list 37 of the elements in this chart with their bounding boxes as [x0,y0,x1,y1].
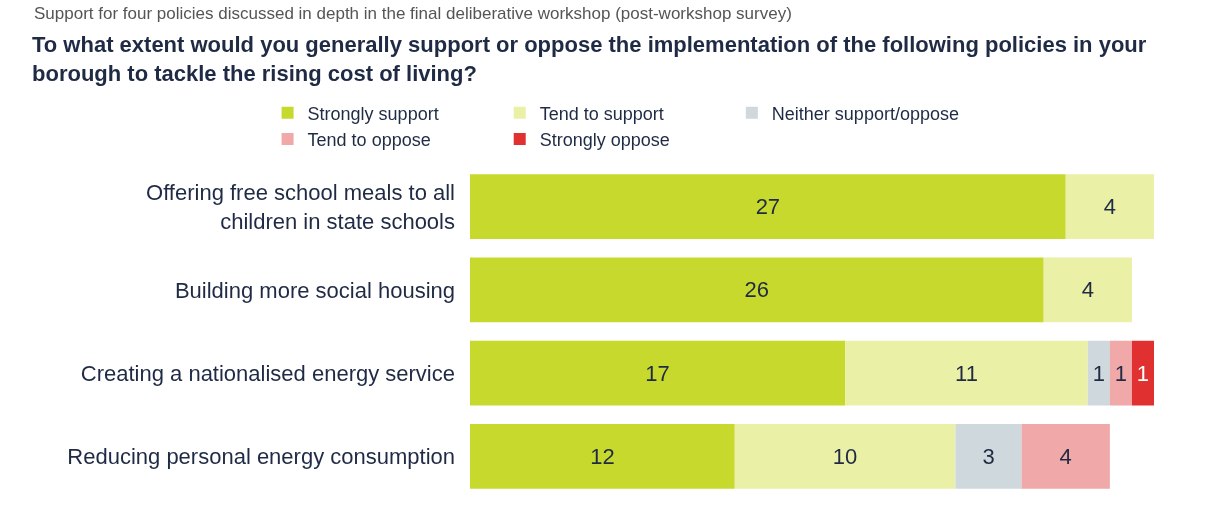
data-label: 1 [1114,360,1128,386]
data-label: 26 [744,277,770,303]
legend-label: Tend to oppose [307,130,431,151]
bar [955,423,1022,489]
bar [1043,257,1132,323]
data-label: 10 [832,443,858,469]
data-label: 4 [1059,443,1072,469]
bar [470,423,735,489]
y-tick-label: Reducing personal energy consumption [67,444,455,470]
bar [470,257,1044,323]
text: Support for four policies discussed in depth in the final deliberative workshop (post-workshop survey) [34,4,792,23]
data-label: 4 [1103,194,1116,220]
data-label: 3 [982,443,995,469]
data-label: 1 [1136,360,1150,386]
data-label: 12 [590,443,615,469]
data-label: 1 [1092,360,1105,386]
y-tick-label: Creating a nationalised energy service [80,360,455,386]
bar [1109,340,1132,406]
legend-label: Tend to support [539,103,664,124]
y-tick-label: Building more social housing [174,277,455,303]
bar [734,423,956,489]
legend-label: Strongly support [307,103,439,124]
bar [1131,340,1154,406]
bar [470,340,846,406]
chart-title: To what extent would you generally support or oppose the implementation of the following policies in your borough to tackle the rising cost of living? [32,32,1147,86]
legend-label: Neither support/oppose [771,103,959,124]
data-label: 27 [755,194,781,220]
data-label: 17 [645,360,670,386]
data-label: 11 [955,360,978,386]
bar [845,340,1088,406]
data-label: 4 [1081,277,1094,303]
bar [470,174,1066,240]
bar [1065,174,1154,240]
legend-label: Strongly oppose [539,130,670,151]
y-tick-label: Offering free school meals to all children in state schools [146,180,455,234]
bar [1021,423,1110,489]
bar [1087,340,1110,406]
